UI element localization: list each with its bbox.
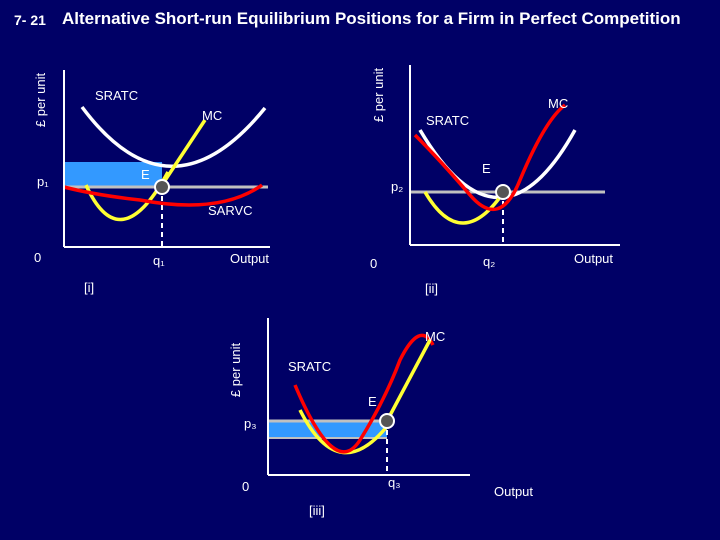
sratc-label-i: SRATC bbox=[95, 88, 138, 103]
slide-title: Alternative Short-run Equilibrium Positi… bbox=[62, 9, 681, 28]
slide-number: 7- 21 bbox=[14, 12, 46, 28]
equilibrium-point-ii bbox=[495, 184, 511, 200]
panel-ii: £ per unit MC SRATC E p₂ 0 q₂ Output [ii… bbox=[370, 65, 620, 296]
x-axis-label-iii: Output bbox=[494, 484, 533, 499]
origin-label-i: 0 bbox=[34, 250, 41, 265]
equilibrium-label-ii: E bbox=[482, 161, 491, 176]
panel-i: £ per unit SRATC MC E p₁ SARVC 0 q₁ Outp… bbox=[33, 70, 270, 295]
panel-label-iii: [iii] bbox=[309, 503, 325, 518]
price-label-iii: p₃ bbox=[244, 416, 257, 431]
quantity-label-iii: q₃ bbox=[388, 475, 401, 490]
mc-curve-iii bbox=[293, 333, 435, 454]
price-label-i: p₁ bbox=[37, 174, 49, 189]
equilibrium-label-iii: E bbox=[368, 394, 377, 409]
sarvc-curve-ii bbox=[423, 189, 507, 225]
quantity-label-i: q₁ bbox=[153, 253, 165, 268]
mc-upper-iii bbox=[385, 339, 432, 422]
x-axis-label-i: Output bbox=[230, 251, 269, 266]
sratc-curve-i bbox=[80, 105, 267, 168]
y-axis-label-iii: £ per unit bbox=[228, 343, 243, 398]
sarvc-label-i: SARVC bbox=[208, 203, 253, 218]
mc-curve-ii bbox=[413, 103, 567, 212]
y-axis-label-i: £ per unit bbox=[33, 73, 48, 128]
origin-label-ii: 0 bbox=[370, 256, 377, 271]
equilibrium-point-i bbox=[154, 179, 170, 195]
mc-label-iii: MC bbox=[425, 329, 445, 344]
x-axis-label-ii: Output bbox=[574, 251, 613, 266]
loss-area-i bbox=[64, 162, 162, 187]
quantity-label-ii: q₂ bbox=[483, 254, 495, 269]
loss-area-iii bbox=[268, 421, 387, 438]
mc-upper-i bbox=[158, 119, 207, 189]
origin-label-iii: 0 bbox=[242, 479, 249, 494]
equilibrium-label-i: E bbox=[141, 167, 150, 182]
mc-label-ii: MC bbox=[548, 96, 568, 111]
price-label-ii: p₂ bbox=[391, 179, 403, 194]
sratc-label-ii: SRATC bbox=[426, 113, 469, 128]
panel-iii: £ per unit MC SRATC E p₃ 0 q₃ Output [ii… bbox=[228, 318, 533, 518]
panel-label-ii: [ii] bbox=[425, 281, 438, 296]
panel-label-i: [i] bbox=[84, 280, 94, 295]
mc-label-i: MC bbox=[202, 108, 222, 123]
equilibrium-point-iii bbox=[379, 413, 395, 429]
mc-curve-i bbox=[63, 183, 264, 207]
sratc-label-iii: SRATC bbox=[288, 359, 331, 374]
y-axis-label-ii: £ per unit bbox=[371, 68, 386, 123]
